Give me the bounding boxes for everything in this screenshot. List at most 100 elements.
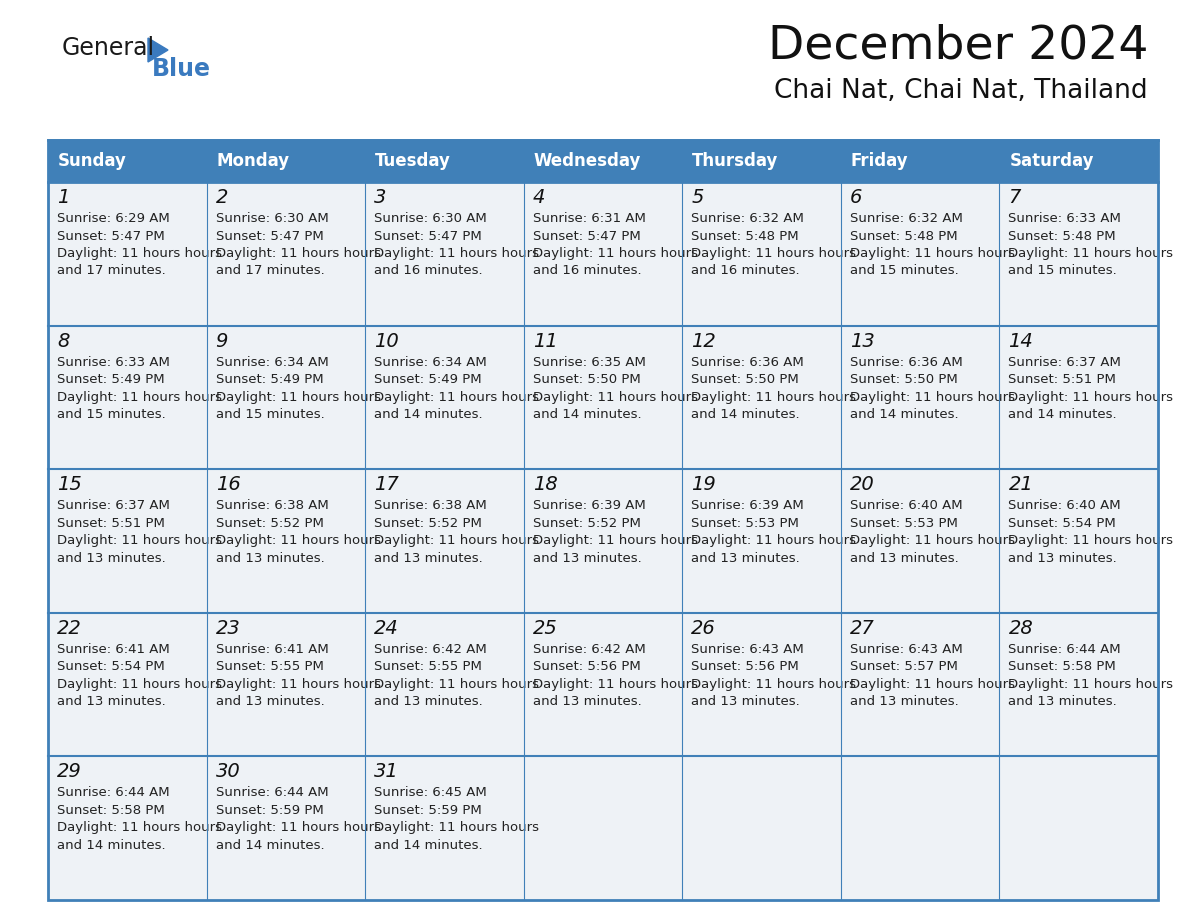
Text: Sunrise: 6:45 AM: Sunrise: 6:45 AM [374,787,487,800]
Text: and 14 minutes.: and 14 minutes. [532,409,642,421]
Text: 12: 12 [691,331,716,351]
Text: and 16 minutes.: and 16 minutes. [374,264,482,277]
Text: 30: 30 [215,763,240,781]
Text: Daylight: 11 hours hours: Daylight: 11 hours hours [215,677,380,691]
Text: Sunset: 5:54 PM: Sunset: 5:54 PM [57,660,165,673]
Text: Sunrise: 6:29 AM: Sunrise: 6:29 AM [57,212,170,225]
Text: 20: 20 [849,476,874,494]
Text: Daylight: 11 hours hours: Daylight: 11 hours hours [374,390,539,404]
Bar [841,140,999,182]
Text: Sunset: 5:59 PM: Sunset: 5:59 PM [215,804,323,817]
Text: 3: 3 [374,188,386,207]
Text: Daylight: 11 hours hours: Daylight: 11 hours hours [691,534,857,547]
Text: 2: 2 [215,188,228,207]
Text: 1: 1 [57,188,69,207]
Text: and 13 minutes.: and 13 minutes. [849,552,959,565]
Bar [207,326,365,469]
Text: and 15 minutes.: and 15 minutes. [849,264,959,277]
Text: Sunrise: 6:42 AM: Sunrise: 6:42 AM [374,643,487,655]
Text: 5: 5 [691,188,703,207]
Text: Sunset: 5:47 PM: Sunset: 5:47 PM [532,230,640,242]
Bar [48,140,1158,900]
Text: Sunset: 5:51 PM: Sunset: 5:51 PM [57,517,165,530]
Text: Sunrise: 6:38 AM: Sunrise: 6:38 AM [215,499,328,512]
Text: Sunset: 5:49 PM: Sunset: 5:49 PM [215,373,323,386]
Text: and 13 minutes.: and 13 minutes. [215,695,324,709]
Bar [207,756,365,900]
Text: 10: 10 [374,331,399,351]
Text: Daylight: 11 hours hours: Daylight: 11 hours hours [532,534,697,547]
Text: December 2024: December 2024 [767,24,1148,69]
Text: Sunset: 5:47 PM: Sunset: 5:47 PM [374,230,482,242]
Text: Sunset: 5:58 PM: Sunset: 5:58 PM [1009,660,1117,673]
Text: and 13 minutes.: and 13 minutes. [57,552,166,565]
Bar [524,140,682,182]
Bar [524,469,682,613]
Text: Sunset: 5:48 PM: Sunset: 5:48 PM [1009,230,1116,242]
Text: and 14 minutes.: and 14 minutes. [1009,409,1117,421]
Text: Sunrise: 6:41 AM: Sunrise: 6:41 AM [215,643,328,655]
Text: Daylight: 11 hours hours: Daylight: 11 hours hours [849,247,1015,260]
Text: Sunrise: 6:35 AM: Sunrise: 6:35 AM [532,355,645,369]
Bar [682,326,841,469]
Text: Sunrise: 6:34 AM: Sunrise: 6:34 AM [215,355,328,369]
Text: and 13 minutes.: and 13 minutes. [532,695,642,709]
Bar [841,469,999,613]
Bar [48,613,207,756]
Text: and 13 minutes.: and 13 minutes. [1009,552,1117,565]
Text: Sunset: 5:52 PM: Sunset: 5:52 PM [374,517,482,530]
Text: Sunday: Sunday [58,152,127,170]
Text: and 16 minutes.: and 16 minutes. [691,264,800,277]
Text: Thursday: Thursday [693,152,778,170]
Bar [48,756,207,900]
Text: Sunset: 5:56 PM: Sunset: 5:56 PM [532,660,640,673]
Bar [841,326,999,469]
Text: 18: 18 [532,476,557,494]
Bar [48,182,207,326]
Text: Daylight: 11 hours hours: Daylight: 11 hours hours [57,822,222,834]
Text: Daylight: 11 hours hours: Daylight: 11 hours hours [57,247,222,260]
Text: Sunrise: 6:37 AM: Sunrise: 6:37 AM [1009,355,1121,369]
Bar [365,182,524,326]
Text: Sunrise: 6:43 AM: Sunrise: 6:43 AM [691,643,804,655]
Text: and 14 minutes.: and 14 minutes. [374,839,482,852]
Text: Sunset: 5:48 PM: Sunset: 5:48 PM [691,230,798,242]
Text: 21: 21 [1009,476,1034,494]
Text: and 14 minutes.: and 14 minutes. [215,839,324,852]
Text: and 13 minutes.: and 13 minutes. [532,552,642,565]
Text: Sunset: 5:55 PM: Sunset: 5:55 PM [215,660,323,673]
Bar [682,182,841,326]
Text: Sunrise: 6:32 AM: Sunrise: 6:32 AM [691,212,804,225]
Text: Sunrise: 6:39 AM: Sunrise: 6:39 AM [532,499,645,512]
Text: and 13 minutes.: and 13 minutes. [849,695,959,709]
Text: Sunset: 5:47 PM: Sunset: 5:47 PM [57,230,165,242]
Text: and 14 minutes.: and 14 minutes. [57,839,165,852]
Text: 16: 16 [215,476,240,494]
Text: and 13 minutes.: and 13 minutes. [374,552,482,565]
Text: Wednesday: Wednesday [533,152,642,170]
Text: and 17 minutes.: and 17 minutes. [215,264,324,277]
Text: Daylight: 11 hours hours: Daylight: 11 hours hours [532,390,697,404]
Text: Saturday: Saturday [1010,152,1094,170]
Text: Daylight: 11 hours hours: Daylight: 11 hours hours [849,534,1015,547]
Polygon shape [148,38,168,62]
Text: Daylight: 11 hours hours: Daylight: 11 hours hours [1009,534,1174,547]
Text: Sunset: 5:53 PM: Sunset: 5:53 PM [691,517,800,530]
Text: Sunset: 5:54 PM: Sunset: 5:54 PM [1009,517,1117,530]
Bar [999,756,1158,900]
Text: 13: 13 [849,331,874,351]
Text: and 15 minutes.: and 15 minutes. [1009,264,1117,277]
Text: and 13 minutes.: and 13 minutes. [215,552,324,565]
Text: Daylight: 11 hours hours: Daylight: 11 hours hours [374,822,539,834]
Text: Sunrise: 6:33 AM: Sunrise: 6:33 AM [1009,212,1121,225]
Text: Sunrise: 6:44 AM: Sunrise: 6:44 AM [1009,643,1121,655]
Text: Sunrise: 6:31 AM: Sunrise: 6:31 AM [532,212,645,225]
Text: Sunrise: 6:44 AM: Sunrise: 6:44 AM [215,787,328,800]
Text: 4: 4 [532,188,545,207]
Text: Sunrise: 6:32 AM: Sunrise: 6:32 AM [849,212,962,225]
Text: and 17 minutes.: and 17 minutes. [57,264,166,277]
Bar [207,140,365,182]
Text: 31: 31 [374,763,399,781]
Bar [999,613,1158,756]
Text: Sunset: 5:47 PM: Sunset: 5:47 PM [215,230,323,242]
